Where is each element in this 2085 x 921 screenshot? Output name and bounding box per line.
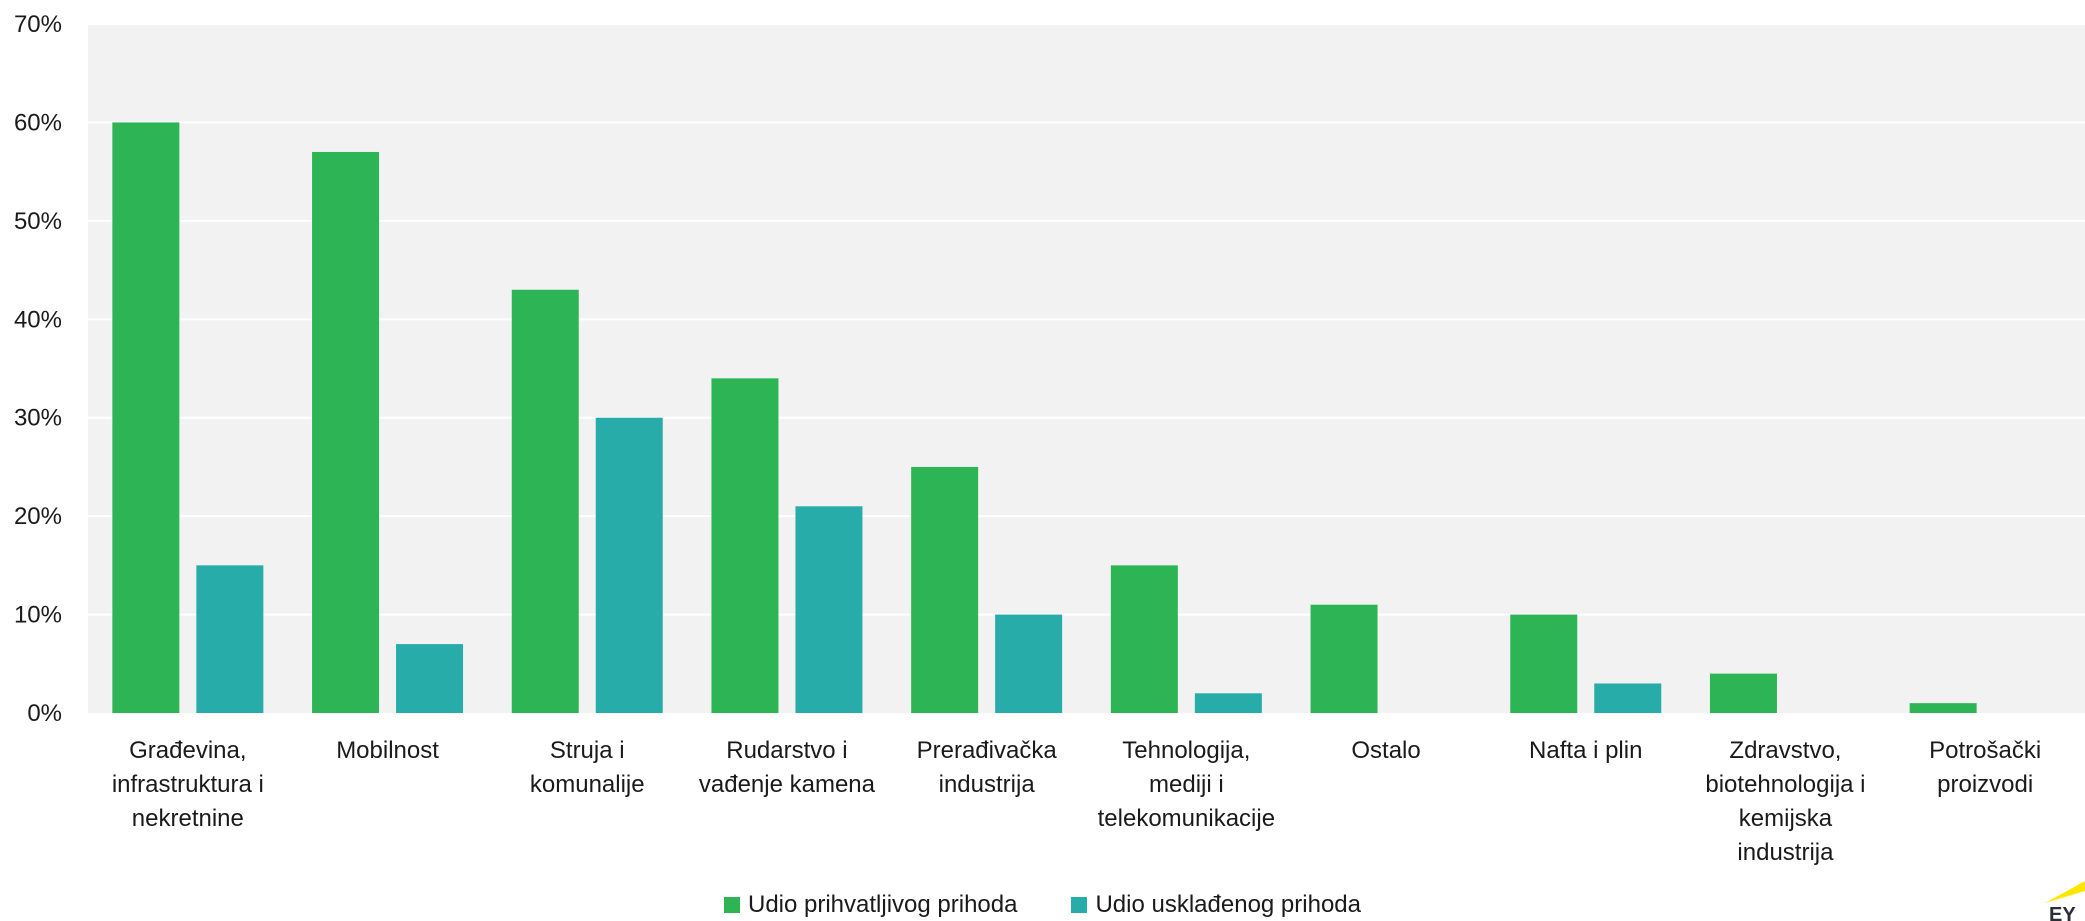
bar-chart: 0% 10% 20% 30% 40% 50% 60% 70% Građevina, infras… bbox=[14, 11, 2085, 866]
x-category-label: Građevina, infrastruktura i nekretnine bbox=[112, 737, 264, 832]
bar-aligned bbox=[595, 417, 663, 713]
bar-aligned bbox=[1594, 683, 1662, 713]
legend-label-aligned: Udio usklađenog prihoda bbox=[1095, 891, 1361, 918]
bar-eligible bbox=[711, 378, 779, 713]
bar-aligned bbox=[995, 614, 1063, 713]
ey-logo-icon: EY bbox=[2045, 881, 2085, 921]
x-category-label: Mobilnost bbox=[336, 737, 439, 764]
bar-eligible bbox=[511, 289, 579, 713]
x-category-label: Nafta i plin bbox=[1529, 737, 1642, 764]
y-axis-ticks: 0% 10% 20% 30% 40% 50% 60% 70% bbox=[14, 11, 62, 727]
bar-eligible bbox=[1909, 703, 1977, 713]
svg-text:EY: EY bbox=[2049, 904, 2076, 921]
legend-label-eligible: Udio prihvatljivog prihoda bbox=[747, 891, 1018, 918]
legend-swatch-aligned bbox=[1071, 897, 1088, 913]
y-tick-label: 30% bbox=[14, 405, 62, 432]
y-tick-label: 10% bbox=[14, 602, 62, 629]
bar-eligible bbox=[1310, 604, 1378, 713]
legend-item-aligned: Udio usklađenog prihoda bbox=[1071, 891, 1361, 919]
bar-eligible bbox=[112, 122, 180, 713]
bar-eligible bbox=[312, 151, 380, 713]
x-category-label: Potrošački proizvodi bbox=[1929, 737, 2041, 798]
x-category-label: Ostalo bbox=[1351, 737, 1420, 764]
y-tick-label: 40% bbox=[14, 306, 62, 333]
bars bbox=[112, 122, 1977, 713]
y-tick-label: 50% bbox=[14, 208, 62, 235]
bar-aligned bbox=[196, 565, 264, 713]
legend-item-eligible: Udio prihvatljivog prihoda bbox=[723, 891, 1018, 919]
y-tick-label: 60% bbox=[14, 109, 62, 136]
x-category-label: Tehnologija, mediji i telekomunikacije bbox=[1098, 737, 1275, 832]
gridlines bbox=[88, 23, 2085, 616]
bar-aligned bbox=[396, 644, 464, 713]
bar-aligned bbox=[1194, 693, 1262, 713]
x-category-label: Zdravstvo, biotehnologija i kemijska indust… bbox=[1705, 737, 1865, 866]
y-tick-label: 20% bbox=[14, 503, 62, 530]
x-category-label: Prerađivačka industrija bbox=[917, 737, 1058, 798]
bar-eligible bbox=[911, 466, 979, 713]
plot-area bbox=[88, 24, 2085, 713]
x-axis-labels: Građevina, infrastruktura i nekretnine Mobi… bbox=[112, 737, 2041, 866]
bar-eligible bbox=[1510, 614, 1578, 713]
bar-aligned bbox=[795, 506, 863, 713]
x-category-label: Struja i komunalije bbox=[530, 737, 645, 798]
y-tick-label: 70% bbox=[14, 11, 62, 38]
bar-eligible bbox=[1709, 673, 1777, 713]
x-category-label: Rudarstvo i vađenje kamena bbox=[699, 737, 876, 798]
y-tick-label: 0% bbox=[27, 700, 62, 727]
legend: Udio prihvatljivog prihoda Udio usklađen… bbox=[0, 890, 2085, 920]
bar-eligible bbox=[1110, 565, 1178, 713]
legend-swatch-eligible bbox=[723, 897, 740, 913]
